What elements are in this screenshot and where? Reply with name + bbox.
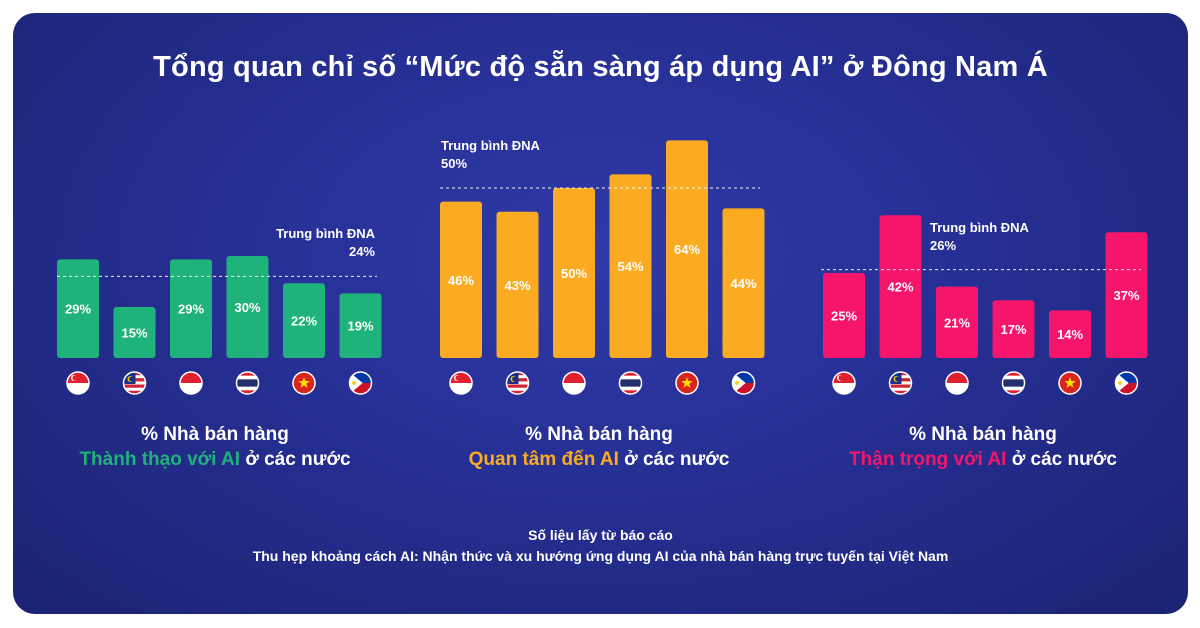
thailand-flag: [618, 371, 643, 395]
bar-value-label: 46%: [448, 273, 474, 288]
source-note: Số liệu lấy từ báo cáo Thu hẹp khoảng cá…: [13, 525, 1188, 567]
bar-thailand: [226, 256, 269, 358]
philippines-flag: [348, 371, 373, 395]
bar-singapore: [440, 201, 482, 358]
bar-philippines: [1105, 232, 1148, 358]
infographic-card: Tổng quan chỉ số “Mức độ sẵn sàng áp dụn…: [13, 13, 1188, 614]
panel-title-suffix: ở các nước: [618, 449, 730, 470]
charts-canvas: 29% 15% 29% 30% 22% 19% Trung bình ĐNA 24% 46% 43…: [57, 138, 1148, 395]
bar-thailand: [992, 300, 1035, 358]
bar-value-label: 30%: [234, 300, 260, 315]
indonesia-flag: [562, 371, 586, 395]
bar-chart-1: 46% 43% 50% 54% 64% 44% Trung bình ĐNA 50%: [440, 138, 765, 395]
bar-value-label: 50%: [561, 266, 587, 281]
bar-value-label: 19%: [347, 319, 373, 334]
bar-value-label: 37%: [1113, 288, 1139, 303]
bar-value-label: 21%: [944, 315, 970, 330]
thailand-flag: [235, 371, 260, 395]
bar-malaysia: [879, 215, 922, 358]
indonesia-flag: [179, 371, 203, 395]
thailand-flag: [1001, 371, 1026, 395]
bar-value-label: 42%: [887, 280, 913, 295]
indonesia-flag: [945, 371, 969, 395]
bar-value-label: 29%: [65, 302, 91, 317]
bar-value-label: 25%: [831, 309, 857, 324]
panel-title-cautious: % Nhà bán hàng Thận trọng với AI ở các n…: [803, 422, 1163, 472]
bar-malaysia: [496, 211, 539, 358]
singapore-flag: [449, 371, 473, 395]
bar-value-label: 17%: [1000, 322, 1026, 337]
panel-title-line1: % Nhà bán hàng: [909, 424, 1057, 445]
panel-title-interested: % Nhà bán hàng Quan tâm đến AI ở các nướ…: [419, 422, 779, 472]
average-value: 50%: [441, 156, 467, 171]
panel-title-highlight: Quan tâm đến AI: [468, 449, 619, 470]
panel-title-suffix: ở các nước: [1006, 449, 1117, 470]
philippines-flag: [1114, 371, 1139, 395]
vietnam-flag: [675, 371, 699, 395]
bar-chart-2: 25% 42% 21% 17% 14% 37% Trung bình ĐNA 26%: [821, 215, 1148, 395]
bar-thailand: [609, 174, 652, 358]
average-label: Trung bình ĐNA: [441, 138, 541, 153]
vietnam-flag: [292, 371, 316, 395]
bar-indonesia: [553, 188, 595, 358]
panel-title-highlight: Thận trọng với AI: [849, 449, 1007, 470]
bar-philippines: [339, 293, 382, 358]
panel-title-line2: Quan tâm đến AI ở các nước: [419, 447, 779, 472]
average-label: Trung bình ĐNA: [276, 226, 376, 241]
bar-value-label: 15%: [121, 326, 147, 341]
page-title: Tổng quan chỉ số “Mức độ sẵn sàng áp dụn…: [153, 51, 1048, 83]
source-line1: Số liệu lấy từ báo cáo: [528, 527, 673, 543]
bar-malaysia: [113, 307, 156, 358]
panel-title-proficient: % Nhà bán hàng Thành thạo với AI ở các n…: [35, 422, 395, 472]
average-value: 24%: [349, 244, 375, 259]
singapore-flag: [832, 371, 856, 395]
bar-chart-0: 29% 15% 29% 30% 22% 19% Trung bình ĐNA 24%: [57, 226, 382, 395]
singapore-flag: [66, 371, 90, 395]
bar-value-label: 44%: [730, 276, 756, 291]
bar-singapore: [57, 259, 99, 358]
bar-value-label: 14%: [1057, 327, 1083, 342]
bar-value-label: 43%: [504, 278, 530, 293]
bar-value-label: 64%: [674, 242, 700, 257]
bar-vietnam: [666, 140, 708, 358]
philippines-flag: [731, 371, 756, 395]
bar-singapore: [823, 273, 865, 358]
average-label: Trung bình ĐNA: [930, 220, 1030, 235]
panel-title-line2: Thận trọng với AI ở các nước: [803, 447, 1163, 472]
bar-value-label: 54%: [617, 259, 643, 274]
vietnam-flag: [1058, 371, 1082, 395]
bar-philippines: [722, 208, 765, 358]
malaysia-flag: [888, 371, 913, 395]
bar-vietnam: [283, 283, 325, 358]
panel-title-suffix: ở các nước: [240, 449, 351, 470]
average-value: 26%: [930, 238, 956, 253]
bar-indonesia: [936, 286, 978, 358]
malaysia-flag: [505, 371, 530, 395]
bar-indonesia: [170, 259, 212, 358]
malaysia-flag: [122, 371, 147, 395]
bar-value-label: 29%: [178, 302, 204, 317]
bar-value-label: 22%: [291, 314, 317, 329]
panel-title-line2: Thành thạo với AI ở các nước: [35, 447, 395, 472]
source-line2: Thu hẹp khoảng cách AI: Nhận thức và xu …: [252, 548, 949, 564]
panel-title-line1: % Nhà bán hàng: [141, 424, 289, 445]
panel-title-line1: % Nhà bán hàng: [525, 424, 673, 445]
panel-title-highlight: Thành thạo với AI: [79, 449, 241, 470]
bar-vietnam: [1049, 310, 1091, 358]
